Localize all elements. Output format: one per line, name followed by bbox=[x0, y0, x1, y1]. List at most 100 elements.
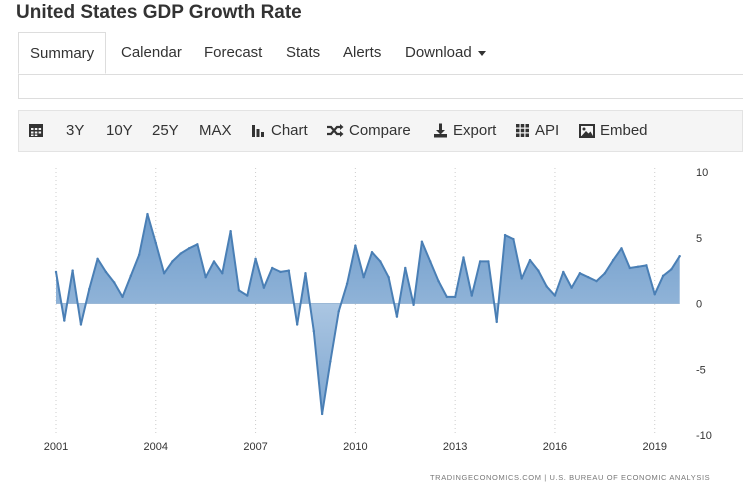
data-point[interactable] bbox=[204, 276, 207, 279]
data-point[interactable] bbox=[129, 274, 133, 278]
data-point[interactable] bbox=[653, 293, 656, 296]
data-point[interactable] bbox=[562, 270, 565, 274]
data-point[interactable] bbox=[379, 260, 382, 263]
tab-calendar[interactable]: Calendar bbox=[121, 44, 182, 61]
x-tick-label: 2019 bbox=[642, 441, 666, 453]
data-point[interactable] bbox=[528, 258, 532, 262]
data-point[interactable] bbox=[229, 229, 232, 233]
data-point[interactable] bbox=[287, 269, 291, 272]
data-point[interactable] bbox=[212, 260, 216, 263]
data-point[interactable] bbox=[545, 285, 548, 288]
data-point[interactable] bbox=[587, 276, 590, 279]
data-point[interactable] bbox=[462, 256, 465, 259]
data-point[interactable] bbox=[320, 412, 324, 416]
data-point[interactable] bbox=[362, 276, 365, 279]
calendar-button[interactable] bbox=[28, 111, 49, 151]
data-point[interactable] bbox=[387, 276, 390, 279]
export-button[interactable]: Export bbox=[433, 111, 496, 151]
data-point[interactable] bbox=[453, 295, 457, 299]
data-point[interactable] bbox=[412, 303, 415, 307]
series-line bbox=[55, 213, 681, 415]
api-button-label: API bbox=[535, 122, 560, 139]
data-point[interactable] bbox=[670, 268, 673, 271]
data-point[interactable] bbox=[329, 360, 332, 363]
data-point[interactable] bbox=[187, 247, 191, 250]
data-point[interactable] bbox=[337, 310, 340, 313]
range-max-button[interactable]: MAX bbox=[199, 122, 232, 139]
tab-stats[interactable]: Stats bbox=[286, 44, 321, 61]
data-point[interactable] bbox=[478, 260, 482, 263]
data-point[interactable] bbox=[512, 237, 515, 241]
data-point[interactable] bbox=[678, 254, 681, 258]
data-point[interactable] bbox=[345, 282, 349, 285]
range-3y-button[interactable]: 3Y bbox=[66, 122, 85, 139]
data-point[interactable] bbox=[279, 270, 282, 274]
y-tick-label: -10 bbox=[696, 430, 712, 442]
data-point[interactable] bbox=[520, 277, 523, 280]
data-point[interactable] bbox=[54, 270, 58, 274]
data-point[interactable] bbox=[445, 295, 449, 299]
data-point[interactable] bbox=[312, 329, 315, 333]
data-point[interactable] bbox=[395, 315, 399, 318]
data-point[interactable] bbox=[636, 265, 640, 268]
data-point[interactable] bbox=[104, 270, 108, 274]
data-point[interactable] bbox=[221, 272, 224, 275]
data-point[interactable] bbox=[487, 260, 490, 263]
data-point[interactable] bbox=[553, 294, 557, 297]
range-25y-button[interactable]: 25Y bbox=[152, 122, 179, 139]
data-point[interactable] bbox=[271, 266, 274, 270]
compare-button[interactable]: Compare bbox=[326, 111, 411, 151]
data-point[interactable] bbox=[113, 281, 116, 284]
data-point[interactable] bbox=[246, 294, 249, 297]
data-point[interactable] bbox=[620, 247, 623, 250]
data-point[interactable] bbox=[370, 251, 374, 254]
chart-type-button[interactable]: Chart bbox=[251, 111, 308, 151]
data-point[interactable] bbox=[429, 260, 432, 263]
data-point[interactable] bbox=[503, 233, 507, 237]
data-point[interactable] bbox=[570, 286, 573, 289]
data-point[interactable] bbox=[63, 319, 66, 322]
compare-button-label: Compare bbox=[349, 122, 411, 139]
data-point[interactable] bbox=[420, 240, 424, 243]
data-point[interactable] bbox=[179, 252, 182, 255]
data-point[interactable] bbox=[304, 272, 307, 275]
data-point[interactable] bbox=[162, 272, 166, 275]
data-point[interactable] bbox=[611, 258, 615, 262]
data-point[interactable] bbox=[154, 241, 157, 245]
range-10y-button[interactable]: 10Y bbox=[106, 122, 133, 139]
data-point[interactable] bbox=[537, 269, 540, 272]
data-point[interactable] bbox=[96, 257, 99, 260]
data-point[interactable] bbox=[595, 279, 598, 283]
data-point[interactable] bbox=[470, 294, 473, 297]
data-point[interactable] bbox=[137, 253, 141, 257]
bar-chart-icon bbox=[252, 125, 264, 137]
data-point[interactable] bbox=[437, 279, 440, 283]
tab-forecast[interactable]: Forecast bbox=[204, 44, 263, 61]
data-point[interactable] bbox=[71, 269, 74, 272]
data-point[interactable] bbox=[88, 287, 91, 291]
embed-button[interactable]: Embed bbox=[579, 111, 648, 151]
tab-summary[interactable]: Summary bbox=[18, 32, 107, 74]
data-point[interactable] bbox=[404, 266, 407, 270]
data-point[interactable] bbox=[146, 212, 149, 216]
data-point[interactable] bbox=[645, 264, 648, 267]
data-point[interactable] bbox=[237, 289, 241, 292]
x-tick-label: 2007 bbox=[243, 441, 267, 453]
tab-download[interactable]: Download bbox=[405, 32, 486, 74]
data-point[interactable] bbox=[661, 274, 665, 278]
data-point[interactable] bbox=[79, 323, 83, 326]
data-point[interactable] bbox=[603, 272, 607, 275]
data-point[interactable] bbox=[196, 243, 199, 246]
y-tick-label: 0 bbox=[696, 299, 702, 311]
data-point[interactable] bbox=[295, 323, 299, 326]
data-point[interactable] bbox=[171, 260, 174, 263]
data-point[interactable] bbox=[254, 257, 257, 260]
data-point[interactable] bbox=[121, 295, 124, 299]
data-point[interactable] bbox=[354, 244, 357, 247]
api-button[interactable]: API bbox=[515, 111, 559, 151]
data-point[interactable] bbox=[628, 266, 631, 270]
data-point[interactable] bbox=[578, 272, 582, 275]
tab-alerts[interactable]: Alerts bbox=[343, 44, 382, 61]
data-point[interactable] bbox=[495, 320, 498, 324]
data-point[interactable] bbox=[262, 286, 266, 289]
